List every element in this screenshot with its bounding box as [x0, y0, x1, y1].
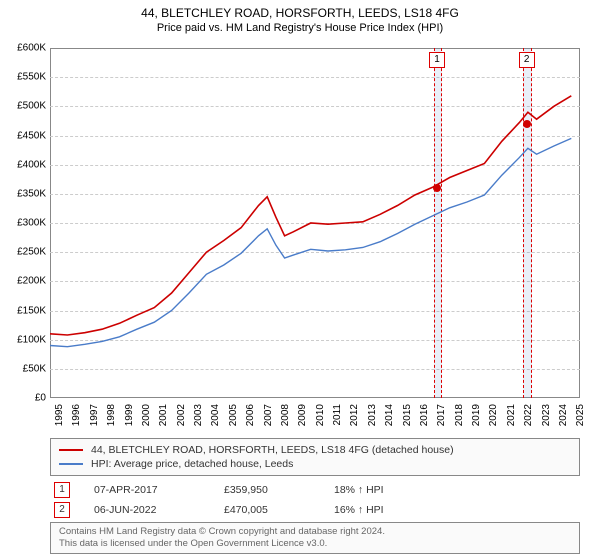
ytick-label: £200K [0, 276, 46, 287]
sale-index-badge: 2 [54, 502, 70, 518]
ytick-label: £600K [0, 43, 46, 54]
sale-date: 06-JUN-2022 [94, 504, 224, 516]
legend-item: HPI: Average price, detached house, Leed… [59, 457, 571, 471]
ytick-label: £300K [0, 218, 46, 229]
legend-swatch [59, 449, 83, 451]
ytick-label: £150K [0, 305, 46, 316]
sale-delta: 18% ↑ HPI [334, 484, 444, 496]
legend-item: 44, BLETCHLEY ROAD, HORSFORTH, LEEDS, LS… [59, 443, 571, 457]
sale-marker [433, 184, 441, 192]
ytick-label: £50K [0, 363, 46, 374]
chart-area: 12 £0£50K£100K£150K£200K£250K£300K£350K£… [50, 48, 580, 398]
sale-band-label: 1 [429, 52, 445, 68]
sale-index-badge: 1 [54, 482, 70, 498]
legend: 44, BLETCHLEY ROAD, HORSFORTH, LEEDS, LS… [50, 438, 580, 476]
sales-table: 1 07-APR-2017£359,95018% ↑ HPI 2 06-JUN-202… [50, 480, 580, 520]
series-line [50, 138, 571, 346]
legend-label: HPI: Average price, detached house, Leed… [91, 458, 293, 470]
sale-delta: 16% ↑ HPI [334, 504, 444, 516]
sale-row: 2 06-JUN-2022£470,00516% ↑ HPI [50, 500, 580, 520]
chart-title: 44, BLETCHLEY ROAD, HORSFORTH, LEEDS, LS… [0, 0, 600, 20]
sale-marker [523, 120, 531, 128]
sale-date: 07-APR-2017 [94, 484, 224, 496]
ytick-label: £350K [0, 188, 46, 199]
chart-subtitle: Price paid vs. HM Land Registry's House … [0, 20, 600, 34]
ytick-label: £100K [0, 334, 46, 345]
legend-swatch [59, 463, 83, 465]
sale-price: £359,950 [224, 484, 334, 496]
ytick-label: £500K [0, 101, 46, 112]
sale-band-label: 2 [519, 52, 535, 68]
ytick-label: £550K [0, 72, 46, 83]
ytick-label: £450K [0, 130, 46, 141]
series-line [50, 96, 571, 335]
legend-label: 44, BLETCHLEY ROAD, HORSFORTH, LEEDS, LS… [91, 444, 454, 456]
sale-row: 1 07-APR-2017£359,95018% ↑ HPI [50, 480, 580, 500]
footer-line-2: This data is licensed under the Open Gov… [59, 538, 571, 550]
sale-price: £470,005 [224, 504, 334, 516]
chart-lines [50, 48, 580, 398]
footer-attribution: Contains HM Land Registry data © Crown c… [50, 522, 580, 554]
ytick-label: £400K [0, 159, 46, 170]
footer-line-1: Contains HM Land Registry data © Crown c… [59, 526, 571, 538]
ytick-label: £250K [0, 247, 46, 258]
ytick-label: £0 [0, 393, 46, 404]
